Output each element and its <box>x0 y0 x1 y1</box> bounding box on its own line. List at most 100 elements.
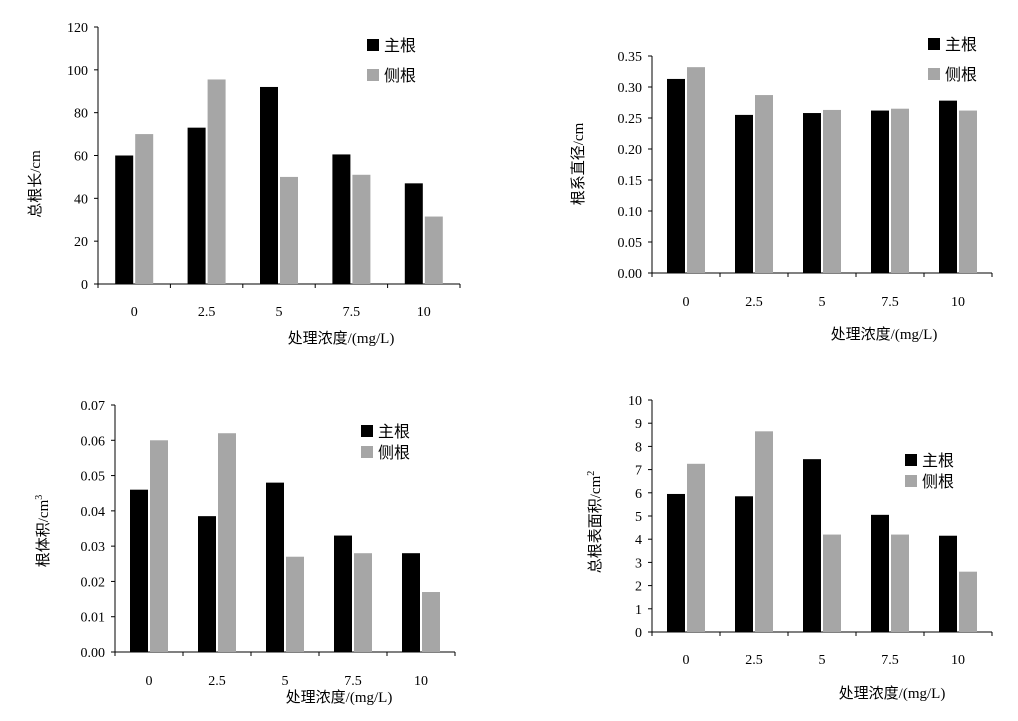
x-axis-title: 处理浓度/(mg/L) <box>286 689 393 706</box>
bar-main-root-1 <box>735 496 753 632</box>
bar-lateral-root-2 <box>286 556 304 652</box>
y-axis-title: 根体积/cm3 <box>34 495 52 568</box>
bar-main-root-0 <box>115 155 134 284</box>
chart-total-root-surface-area: 0 1 2 3 4 5 6 7 8 9 10 0 2.5 5 7.5 10 处理浓度/(mg/L) 总根表面积/c… <box>586 394 993 702</box>
x-tick-label: 5 <box>276 305 283 320</box>
chart-root-diameter: 0.00 0.05 0.10 0.15 0.20 0.25 0.30 0.35 0 2.5 5 7.5… <box>570 36 993 343</box>
y-tick-label: 120 <box>67 21 88 36</box>
bar-lateral-root-0 <box>150 440 168 652</box>
x-tick-label: 0 <box>146 674 153 689</box>
bar-main-root-0 <box>667 78 685 273</box>
bar-lateral-root-1 <box>755 95 773 273</box>
y-tick-label: 3 <box>635 556 642 571</box>
y-tick-label: 5 <box>635 510 642 525</box>
y-tick-label: 0.25 <box>618 112 643 127</box>
bar-main-root-2 <box>803 459 821 632</box>
y-tick-label: 0.30 <box>618 81 643 96</box>
x-tick-label: 0 <box>683 653 690 668</box>
x-tick-label: 10 <box>417 305 431 320</box>
legend-swatch <box>905 475 917 487</box>
bar-main-root-2 <box>260 86 278 284</box>
x-tick-label: 2.5 <box>208 674 226 689</box>
legend-swatch <box>905 454 917 466</box>
y-tick-label: 0.00 <box>618 267 643 282</box>
bar-main-root-2 <box>266 482 284 652</box>
y-tick-label: 4 <box>635 533 642 548</box>
bar-main-root-3 <box>871 110 889 273</box>
y-tick-label: 8 <box>635 440 642 455</box>
y-tick-label: 0.05 <box>81 470 106 485</box>
y-tick-label: 7 <box>635 464 642 479</box>
legend-label: 主根 <box>922 452 954 470</box>
bar-main-root-1 <box>198 516 216 652</box>
bar-main-root-2 <box>803 113 821 273</box>
bar-lateral-root-1 <box>218 433 236 652</box>
y-tick-label: 0.01 <box>81 611 106 626</box>
x-tick-label: 0 <box>683 295 690 310</box>
x-tick-label: 10 <box>414 674 428 689</box>
bar-lateral-root-3 <box>354 553 372 652</box>
bar-lateral-root-1 <box>207 79 226 285</box>
x-axis-title: 处理浓度/(mg/L) <box>831 326 938 343</box>
bar-main-root-0 <box>130 489 148 652</box>
bar-lateral-root-4 <box>422 592 440 652</box>
y-tick-label: 0.00 <box>81 646 106 661</box>
y-tick-label: 1 <box>635 603 642 618</box>
legend-label: 侧根 <box>384 67 416 85</box>
bar-main-root-3 <box>871 514 889 632</box>
y-tick-label: 0.10 <box>618 205 643 220</box>
legend-label: 主根 <box>384 37 416 55</box>
legend-swatch <box>361 425 373 437</box>
x-tick-label: 2.5 <box>745 295 763 310</box>
bar-lateral-root-2 <box>823 109 841 273</box>
x-tick-label: 7.5 <box>343 305 361 320</box>
x-tick-label: 0 <box>131 305 138 320</box>
bar-main-root-4 <box>939 535 957 632</box>
y-tick-label: 10 <box>628 394 642 409</box>
y-tick-label: 0.07 <box>81 399 106 414</box>
bar-main-root-3 <box>332 154 351 284</box>
bar-lateral-root-4 <box>424 216 443 284</box>
bar-lateral-root-0 <box>687 463 705 632</box>
bar-main-root-3 <box>334 535 352 652</box>
x-tick-label: 5 <box>819 295 826 310</box>
x-tick-label: 7.5 <box>881 653 899 668</box>
bar-main-root-1 <box>187 127 206 285</box>
x-tick-label: 7.5 <box>344 674 362 689</box>
bar-lateral-root-4 <box>959 110 977 273</box>
bar-lateral-root-3 <box>891 108 909 273</box>
legend-swatch <box>928 68 940 80</box>
legend-label: 侧根 <box>378 444 410 462</box>
legend-swatch <box>361 446 373 458</box>
bar-lateral-root-3 <box>352 174 371 284</box>
x-tick-label: 7.5 <box>881 295 899 310</box>
x-tick-label: 10 <box>951 295 965 310</box>
legend-swatch <box>367 69 379 81</box>
y-tick-label: 0.06 <box>81 434 106 449</box>
y-tick-label: 20 <box>74 235 88 250</box>
y-tick-label: 0.15 <box>618 174 643 189</box>
bar-lateral-root-2 <box>823 534 841 632</box>
bar-lateral-root-2 <box>280 176 298 284</box>
y-tick-label: 9 <box>635 417 642 432</box>
legend-label: 主根 <box>378 423 410 441</box>
bar-lateral-root-0 <box>135 134 154 284</box>
y-tick-label: 40 <box>74 192 88 207</box>
y-tick-label: 0 <box>635 626 642 641</box>
y-axis-title: 总根表面积/cm2 <box>586 471 604 574</box>
bar-lateral-root-4 <box>959 571 977 632</box>
bar-lateral-root-1 <box>755 431 773 632</box>
chart-root-volume: 0.00 0.01 0.02 0.03 0.04 0.05 0.06 0.07 0 2.5 5 7.5… <box>34 399 456 706</box>
bar-lateral-root-3 <box>891 534 909 632</box>
y-tick-label: 0.05 <box>618 236 643 251</box>
bar-main-root-4 <box>404 183 423 284</box>
bar-main-root-0 <box>667 493 685 632</box>
y-tick-label: 0.35 <box>618 50 643 65</box>
chart-total-root-length: 0 20 40 60 80 100 120 0 2.5 5 7.5 10 处理浓度/(mg/L) 总根长/… <box>27 21 461 347</box>
y-tick-label: 0.04 <box>81 505 106 520</box>
y-tick-label: 0.20 <box>618 143 643 158</box>
y-axis-title: 总根长/cm <box>27 150 44 218</box>
bar-lateral-root-0 <box>687 67 705 273</box>
bar-main-root-4 <box>402 553 420 652</box>
